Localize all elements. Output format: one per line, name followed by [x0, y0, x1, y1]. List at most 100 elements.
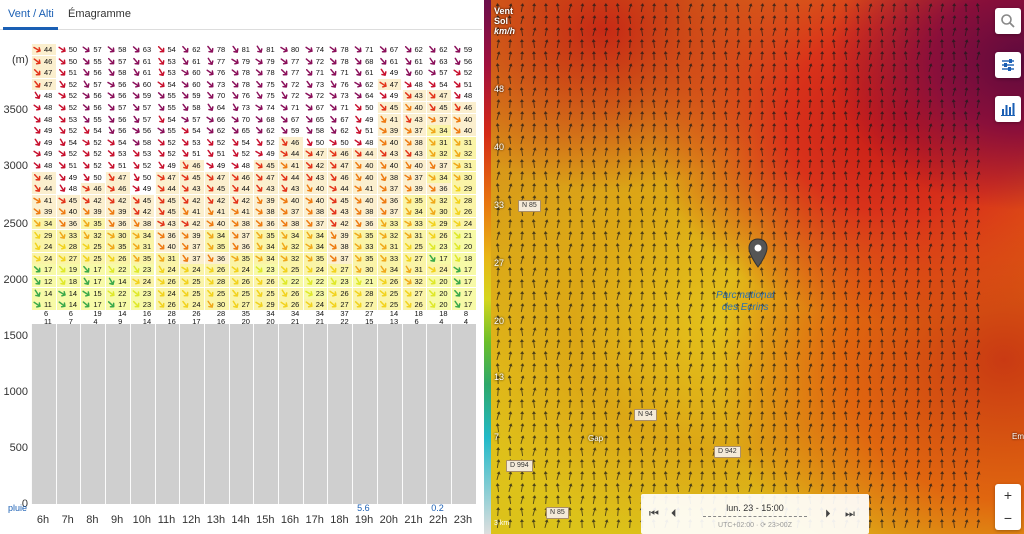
- wind-speed: 60: [142, 79, 152, 89]
- wind-speed: 30: [439, 207, 448, 217]
- wind-speed: 43: [167, 219, 176, 228]
- wind-cell: ➜ 30: [350, 261, 377, 278]
- wind-cell: ➜ 20: [424, 284, 451, 301]
- wind-cell: ➜ 42: [128, 203, 155, 220]
- wind-cell: ➜ 52: [449, 64, 476, 81]
- wind-cell: ➜ 47: [301, 145, 328, 162]
- wind-cell: ➜ 17: [449, 284, 476, 301]
- ground-wind-speed: 16: [167, 317, 176, 326]
- wind-cell: ➜ 24: [152, 284, 180, 301]
- wind-cell: ➜ 47: [103, 169, 130, 185]
- wind-speed: 35: [266, 230, 275, 240]
- wind-cell: ➜ 32: [424, 145, 451, 162]
- wind-speed: 53: [142, 149, 152, 159]
- wind-speed: 71: [340, 103, 349, 112]
- wind-cell: ➜ 61: [128, 64, 155, 80]
- wind-speed: 41: [291, 161, 300, 170]
- wind-cell: ➜ 80: [276, 40, 303, 57]
- wind-speed: 45: [192, 172, 201, 182]
- hour-label: 14h: [231, 514, 250, 526]
- search-button[interactable]: [995, 8, 1021, 34]
- wind-cell: ➜ 50: [128, 169, 155, 185]
- step-forward-icon[interactable]: ⏵: [825, 508, 831, 520]
- wind-speed: 40: [291, 195, 300, 205]
- zoom-in-button[interactable]: +: [1003, 487, 1013, 503]
- wind-speed: 18: [463, 253, 473, 263]
- wind-cell: ➜ 38: [128, 215, 155, 231]
- wind-speed: 38: [340, 242, 349, 252]
- tab-emagramme[interactable]: Émagramme: [68, 8, 131, 20]
- time-track[interactable]: [703, 516, 807, 518]
- wind-cell: ➜ 57: [103, 52, 130, 69]
- chart-button[interactable]: [995, 96, 1021, 122]
- wind-cell: ➜ 43: [399, 145, 427, 162]
- wind-cell: ➜ 25: [177, 284, 204, 301]
- wind-speed: 39: [118, 207, 127, 217]
- wind-speed: 36: [241, 242, 250, 252]
- wind-speed: 52: [167, 137, 176, 147]
- wind-cell: ➜ 64: [202, 99, 229, 115]
- wind-speed: 62: [365, 79, 374, 89]
- wind-speed: 37: [389, 184, 399, 194]
- wind-cell: ➜ 51: [202, 145, 229, 161]
- wind-speed: 38: [414, 137, 423, 147]
- tab-vent-alti[interactable]: Vent / Alti: [8, 8, 54, 20]
- wind-speed: 58: [315, 126, 325, 136]
- wind-cell: ➜ 60: [128, 75, 155, 92]
- wind-cell: ➜ 52: [152, 145, 180, 162]
- wind-speed: 75: [266, 91, 275, 101]
- hour-label: 15h: [256, 514, 275, 526]
- wind-speed: 42: [241, 195, 250, 205]
- wind-cell: ➜ 32: [276, 249, 303, 267]
- wind-speed: 50: [340, 137, 349, 147]
- legend-label: 33: [494, 200, 505, 210]
- location-pin-icon[interactable]: [748, 238, 768, 268]
- wind-speed: 34: [142, 230, 152, 240]
- wind-speed: 38: [291, 219, 300, 228]
- wind-speed: 23: [142, 288, 152, 298]
- settings-button[interactable]: [995, 52, 1021, 78]
- wind-cell: ➜ 17: [449, 261, 476, 278]
- wind-cell: ➜ 37: [424, 157, 451, 173]
- skip-forward-icon[interactable]: ⏭: [845, 508, 855, 520]
- ground-wind-speed: 18: [414, 309, 423, 318]
- wind-speed: 40: [315, 195, 325, 205]
- wind-speed: 40: [315, 184, 325, 194]
- wind-cell: ➜ 77: [202, 53, 229, 69]
- wind-speed: 72: [315, 91, 325, 101]
- zoom-out-button[interactable]: −: [1003, 510, 1013, 526]
- wind-cell: ➜ 24: [425, 261, 451, 278]
- wind-speed: 37: [439, 114, 448, 124]
- wind-cell: ➜ 75: [251, 76, 278, 93]
- wind-cell: ➜ 28: [449, 192, 476, 208]
- wind-cell: ➜ 52: [79, 133, 105, 150]
- wind-speed: 68: [365, 56, 374, 66]
- wind-speed: 71: [340, 68, 349, 78]
- wind-map[interactable]: Vent Sol km/h 48 40 33 27 20 13 7 N 85 N…: [484, 0, 1024, 534]
- wind-cell: ➜ 50: [54, 40, 81, 57]
- wind-cell: ➜ 35: [78, 215, 106, 232]
- wind-cell: ➜ 44: [153, 180, 180, 197]
- wind-cell: ➜ 35: [350, 249, 377, 266]
- rain-label: pluie: [8, 503, 28, 513]
- wind-cell: ➜ 38: [301, 203, 328, 220]
- wind-speed: 40: [68, 207, 78, 217]
- wind-speed: 62: [414, 45, 423, 54]
- wind-speed: 44: [365, 149, 374, 159]
- ground-wind-speed: 4: [93, 317, 98, 326]
- wind-speed: 44: [241, 184, 250, 194]
- wind-speed: 30: [365, 265, 374, 275]
- wind-cell: ➜ 44: [29, 40, 56, 58]
- wind-cell: ➜ 23: [301, 284, 328, 301]
- wind-cell: ➜ 56: [449, 53, 476, 69]
- wind-speed: 55: [93, 56, 102, 66]
- skip-back-icon[interactable]: ⏮: [649, 508, 659, 520]
- wind-cell: ➜ 14: [103, 273, 130, 289]
- wind-cell: ➜ 44: [276, 168, 303, 185]
- wind-speed: 26: [439, 230, 448, 240]
- wind-speed: 47: [315, 149, 325, 159]
- wind-cell: ➜ 51: [54, 64, 81, 81]
- road-label: N 85: [546, 507, 569, 519]
- wind-cell: ➜ 31: [400, 226, 427, 243]
- step-back-icon[interactable]: ⏴: [671, 508, 677, 520]
